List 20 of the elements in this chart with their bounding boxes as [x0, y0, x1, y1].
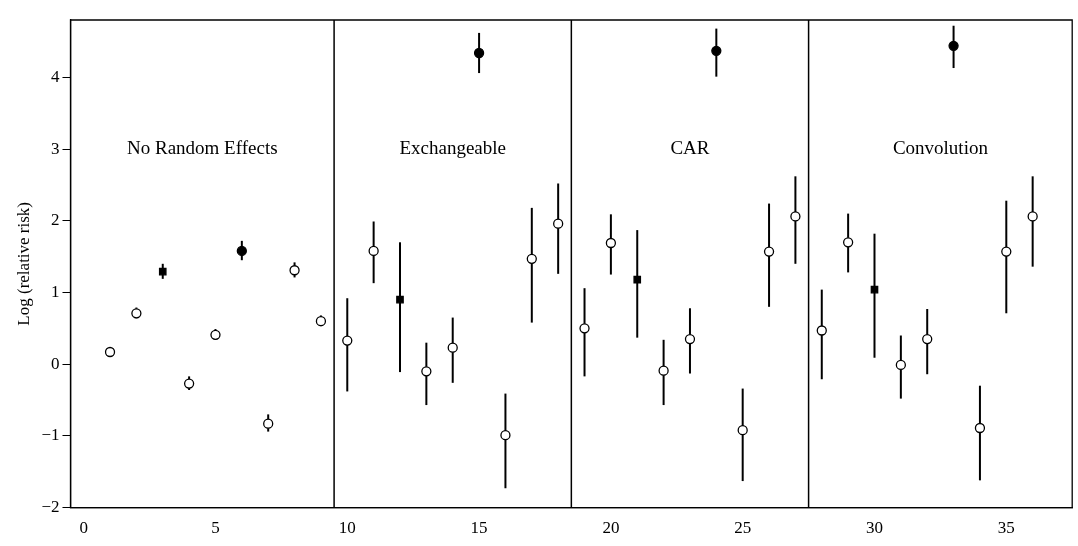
- x-tick-label: 25: [734, 518, 752, 538]
- x-tick-label: 30: [865, 518, 883, 538]
- y-tick-label: −2: [41, 497, 60, 517]
- y-tick-label: 1: [50, 281, 60, 301]
- x-tick-label: 35: [997, 518, 1015, 538]
- y-axis-title: Log (relative risk): [13, 201, 33, 326]
- x-tick-label: 10: [338, 518, 356, 538]
- x-tick-label: 0: [79, 518, 88, 538]
- annotation: No Random Effects: [127, 137, 278, 159]
- annotation: Convolution: [892, 137, 989, 159]
- y-tick-label: 4: [50, 66, 60, 86]
- y-tick-label: 3: [50, 138, 60, 158]
- x-tick-label: 15: [470, 518, 488, 538]
- x-tick-label: 20: [602, 518, 620, 538]
- y-tick-label: 2: [50, 210, 60, 230]
- x-tick-label: 5: [211, 518, 220, 538]
- annotation: CAR: [670, 137, 710, 159]
- y-tick-label: −1: [41, 425, 60, 445]
- annotation: Exchangeable: [399, 137, 506, 159]
- y-tick-label: 0: [50, 353, 60, 373]
